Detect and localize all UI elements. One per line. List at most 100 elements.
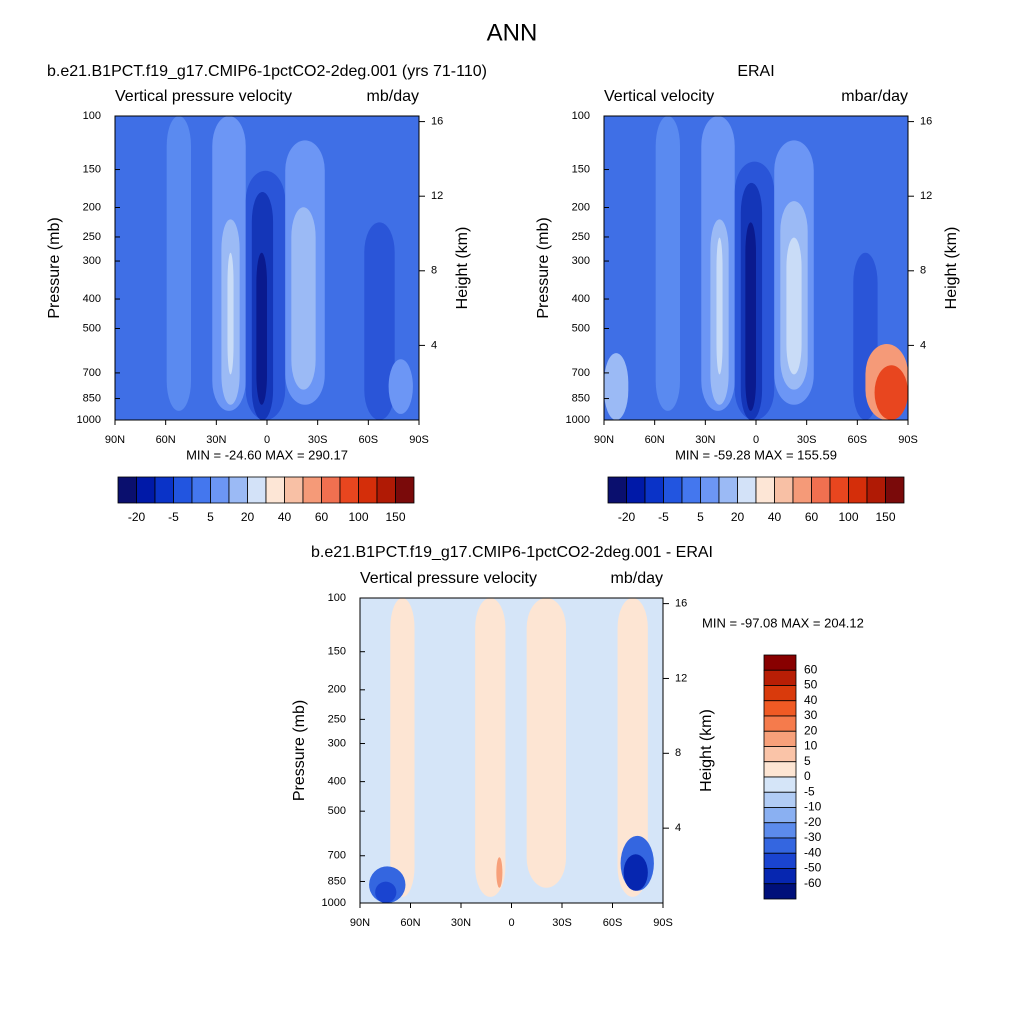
field-band bbox=[166, 116, 191, 411]
colorbar-box bbox=[885, 476, 905, 504]
colorbar-label: 100 bbox=[348, 510, 368, 524]
colorbar-box bbox=[663, 476, 683, 504]
colorbar-box bbox=[763, 730, 797, 747]
panel-title: ERAI bbox=[737, 63, 774, 80]
colorbar-box bbox=[737, 476, 757, 504]
colorbar-box bbox=[763, 868, 797, 885]
y-tick-label: 250 bbox=[572, 231, 590, 243]
x-tick-label: 30N bbox=[206, 434, 226, 446]
colorbar-box bbox=[339, 476, 359, 504]
colorbar-box bbox=[117, 476, 137, 504]
colorbar-box bbox=[763, 822, 797, 839]
x-tick-label: 0 bbox=[508, 917, 514, 929]
panel-right-label: mb/day bbox=[367, 88, 419, 105]
y-tick-label: 100 bbox=[572, 110, 590, 122]
y-tick-label: 100 bbox=[328, 592, 346, 604]
y-axis-label: Pressure (mb) bbox=[535, 217, 552, 318]
y-tick-label: 150 bbox=[328, 646, 346, 658]
y2-tick-label: 8 bbox=[920, 265, 926, 277]
panel-left-label: Vertical velocity bbox=[604, 88, 714, 105]
field-band bbox=[496, 857, 503, 888]
panel-left-label: Vertical pressure velocity bbox=[360, 570, 537, 587]
colorbar-label: 40 bbox=[768, 510, 782, 524]
y2-axis-label: Height (km) bbox=[454, 227, 471, 310]
x-tick-label: 60S bbox=[603, 917, 623, 929]
colorbar-label: 150 bbox=[385, 510, 405, 524]
y-axis-label: Pressure (mb) bbox=[291, 700, 308, 801]
field-band bbox=[291, 207, 316, 390]
panel-title: b.e21.B1PCT.f19_g17.CMIP6-1pctCO2-2deg.0… bbox=[47, 63, 487, 80]
colorbar-box bbox=[191, 476, 211, 504]
colorbar-label: 5 bbox=[207, 510, 214, 524]
x-tick-label: 90S bbox=[898, 434, 918, 446]
field-band bbox=[604, 353, 629, 420]
y-axis-label: Pressure (mb) bbox=[46, 217, 63, 318]
colorbar-label: -20 bbox=[804, 815, 822, 829]
field-band bbox=[786, 237, 802, 375]
colorbar-label: 5 bbox=[804, 754, 811, 768]
colorbar-label: 10 bbox=[804, 739, 818, 753]
colorbar-box bbox=[395, 476, 415, 504]
colorbar-box bbox=[792, 476, 812, 504]
contour-field bbox=[115, 116, 419, 420]
y2-tick-label: 16 bbox=[675, 598, 687, 610]
x-tick-label: 90N bbox=[105, 434, 125, 446]
field-band bbox=[388, 359, 413, 414]
field-band bbox=[475, 598, 506, 897]
y-tick-label: 200 bbox=[572, 201, 590, 213]
colorbar-box bbox=[228, 476, 248, 504]
figure-title: ANN bbox=[487, 19, 538, 46]
colorbar-box bbox=[681, 476, 701, 504]
panel-left-label: Vertical pressure velocity bbox=[115, 88, 292, 105]
colorbar-box bbox=[763, 776, 797, 793]
colorbar-label: 60 bbox=[804, 662, 818, 676]
y-tick-label: 700 bbox=[83, 367, 101, 379]
field-band bbox=[655, 116, 680, 411]
y2-tick-label: 8 bbox=[675, 747, 681, 759]
x-tick-label: 30S bbox=[552, 917, 572, 929]
x-tick-label: 30S bbox=[797, 434, 817, 446]
y-tick-label: 1000 bbox=[322, 897, 346, 909]
y2-tick-label: 4 bbox=[431, 339, 437, 351]
colorbar-label: 0 bbox=[804, 769, 811, 783]
colorbar-box bbox=[321, 476, 341, 504]
colorbar-box bbox=[284, 476, 304, 504]
y-tick-label: 400 bbox=[83, 293, 101, 305]
field-band bbox=[227, 252, 234, 375]
y-tick-label: 200 bbox=[328, 684, 346, 696]
field-band bbox=[745, 222, 756, 411]
field-band bbox=[716, 237, 723, 375]
x-tick-label: 60S bbox=[848, 434, 868, 446]
colorbar-label: -5 bbox=[168, 510, 179, 524]
y-tick-label: 1000 bbox=[77, 414, 101, 426]
field-band bbox=[390, 598, 415, 897]
colorbar-box bbox=[755, 476, 775, 504]
x-tick-label: 0 bbox=[264, 434, 270, 446]
panel-right-label: mb/day bbox=[611, 570, 663, 587]
y-tick-label: 400 bbox=[328, 776, 346, 788]
y-tick-label: 200 bbox=[83, 201, 101, 213]
colorbar-box bbox=[763, 654, 797, 671]
y2-tick-label: 16 bbox=[920, 116, 932, 128]
field-band bbox=[623, 854, 648, 891]
colorbar-label: 100 bbox=[838, 510, 858, 524]
colorbar-label: -20 bbox=[618, 510, 636, 524]
y-tick-label: 700 bbox=[572, 367, 590, 379]
colorbar-box bbox=[763, 852, 797, 869]
colorbar-label: -40 bbox=[804, 845, 822, 859]
y-tick-label: 500 bbox=[572, 322, 590, 334]
colorbar-label: 40 bbox=[804, 693, 818, 707]
colorbar-label: -10 bbox=[804, 800, 822, 814]
x-tick-label: 90N bbox=[594, 434, 614, 446]
colorbar-label: 30 bbox=[804, 708, 818, 722]
y2-axis-label: Height (km) bbox=[943, 227, 960, 310]
y-tick-label: 850 bbox=[83, 392, 101, 404]
colorbar-label: -5 bbox=[658, 510, 669, 524]
colorbar-label: -20 bbox=[128, 510, 146, 524]
y-tick-label: 300 bbox=[328, 737, 346, 749]
contour-field bbox=[604, 116, 908, 420]
colorbar-box bbox=[811, 476, 831, 504]
colorbar-label: 40 bbox=[278, 510, 292, 524]
colorbar-box bbox=[626, 476, 646, 504]
y-tick-label: 500 bbox=[83, 322, 101, 334]
